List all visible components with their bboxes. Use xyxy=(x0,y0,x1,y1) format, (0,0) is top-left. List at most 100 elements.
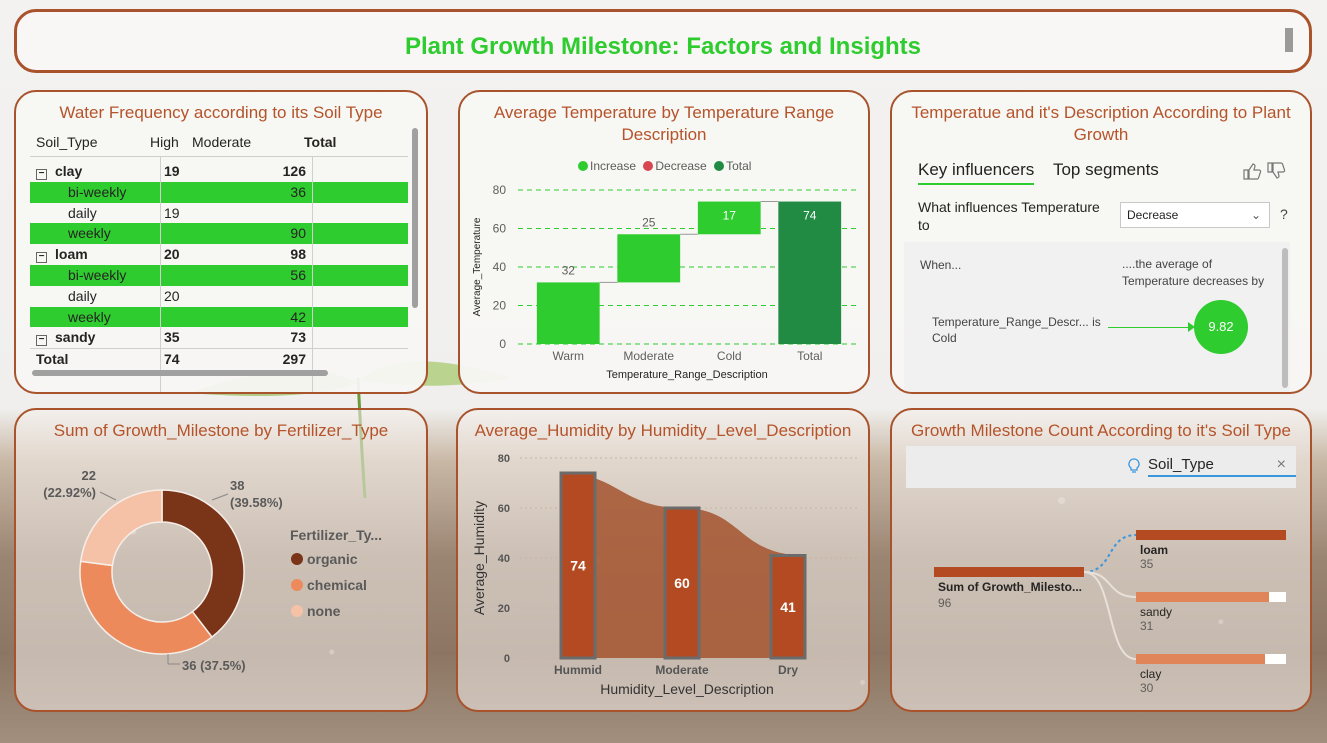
root-bar xyxy=(934,567,1084,577)
help-icon[interactable]: ? xyxy=(1280,206,1288,222)
waterfall-bar xyxy=(536,282,600,344)
row-label-text: daily xyxy=(68,287,97,304)
then-label: ....the average of Temperature decreases… xyxy=(1122,257,1265,288)
panel-title: Temperatue and it's Description Accordin… xyxy=(911,103,1291,144)
dashboard-header: Plant Growth Milestone: Factors and Insi… xyxy=(14,9,1312,73)
y-tick-label: 20 xyxy=(498,603,510,615)
x-tick-label: Cold xyxy=(717,349,742,363)
x-tick-label: Moderate xyxy=(623,349,674,363)
row-label-text: weekly xyxy=(68,308,111,325)
legend-dot xyxy=(291,605,303,617)
influencer-value-bubble[interactable]: 9.82 xyxy=(1194,300,1248,354)
decomposition-links xyxy=(1083,534,1137,660)
waterfall-legend: Increase Decrease Total xyxy=(578,159,755,173)
legend-dot xyxy=(643,161,654,171)
influencer-connector xyxy=(1108,327,1192,328)
legend-dot xyxy=(714,161,725,171)
node-bar xyxy=(1136,592,1269,602)
humidity-chart: 0 20 40 60 80 74 Hummid 60 Moderate 41 Dry Humidity… xyxy=(471,453,858,697)
influencer-factor[interactable]: Temperature_Range_Descr... is Cold xyxy=(932,315,1101,345)
row-label-text: bi-weekly xyxy=(68,183,127,200)
legend-dot xyxy=(291,553,303,565)
root-label: Sum of Growth_Milesto... xyxy=(938,580,1083,594)
field-search-input[interactable]: Soil_Type xyxy=(1148,456,1296,477)
tab-key-influencers[interactable]: Key influencers xyxy=(918,160,1035,185)
cell-total: 90 xyxy=(290,225,306,242)
donut-chart: 38 (39.58%) 22 (22.92%) 36 (37.5%) Fertilizer… xyxy=(43,468,382,673)
matrix-body: − clay 19 126 bi-weekly 36 daily 19 weekly 90− loa… xyxy=(30,161,408,348)
x-tick-label: Moderate xyxy=(655,663,709,677)
data-label: 32 xyxy=(562,263,576,277)
lightbulb-icon xyxy=(1128,458,1140,473)
decomposition-link xyxy=(1083,534,1137,573)
key-influencers-panel: Temperatue and it's Description Accordin… xyxy=(890,90,1312,394)
matrix-group-row[interactable]: − loam 20 98 xyxy=(30,244,408,265)
close-icon[interactable]: × xyxy=(1276,456,1286,473)
when-label: When... xyxy=(920,258,962,272)
cell-total: 36 xyxy=(290,183,306,200)
x-axis-title: Temperature_Range_Description xyxy=(606,369,767,381)
outcome-dropdown[interactable]: Decrease ⌄ xyxy=(1120,202,1270,228)
data-label: 17 xyxy=(723,209,737,223)
column-header-moderate[interactable]: Moderate xyxy=(192,134,252,150)
header-scrollbar[interactable] xyxy=(1285,28,1293,52)
water-frequency-panel: Water Frequency according to its Soil Ty… xyxy=(14,90,428,394)
matrix-child-row[interactable]: weekly 42 xyxy=(30,306,408,328)
legend-dot xyxy=(578,161,588,171)
horizontal-scrollbar[interactable] xyxy=(32,370,328,376)
row-label: daily xyxy=(68,203,97,224)
total-high: 74 xyxy=(164,351,180,368)
legend-item-increase[interactable]: Increase xyxy=(578,159,636,173)
legend-title: Fertilizer_Ty... xyxy=(290,527,382,543)
cell-total: 56 xyxy=(290,266,306,283)
data-label: 60 xyxy=(674,575,690,591)
legend-item-decrease[interactable]: Decrease xyxy=(643,159,707,173)
matrix-child-row[interactable]: daily 20 xyxy=(30,286,408,307)
y-axis-title: Average_Humidity xyxy=(471,501,487,615)
node-value: 35 xyxy=(1140,557,1154,571)
tab-top-segments[interactable]: Top segments xyxy=(1052,160,1159,179)
node-bar xyxy=(1136,530,1286,540)
node-label: loam xyxy=(1140,543,1169,557)
vertical-scrollbar[interactable] xyxy=(1282,248,1288,388)
matrix-child-row[interactable]: bi-weekly 36 xyxy=(30,181,408,203)
humidity-panel: Average_Humidity by Humidity_Level_Descr… xyxy=(456,408,870,712)
legend-label: Total xyxy=(726,159,752,173)
data-label: 41 xyxy=(780,599,796,615)
donut-slice-organic xyxy=(161,489,245,639)
cell-total: 42 xyxy=(290,308,306,325)
vertical-scrollbar[interactable] xyxy=(412,128,418,308)
legend-label-organic: organic xyxy=(307,551,358,567)
matrix-child-row[interactable]: daily 19 xyxy=(30,203,408,224)
matrix-child-row[interactable]: weekly 90 xyxy=(30,223,408,245)
row-label: − sandy xyxy=(36,327,95,348)
total-total: 297 xyxy=(282,351,306,368)
x-tick-label: Dry xyxy=(778,663,798,677)
decomposition-panel: Growth Milestone Count According to it's… xyxy=(890,408,1312,712)
arrow-right-icon xyxy=(1188,322,1195,332)
data-label: 74 xyxy=(803,209,817,223)
panel-title: Water Frequency according to its Soil Ty… xyxy=(59,103,383,122)
waterfall-bar xyxy=(697,201,761,235)
column-header-high[interactable]: High xyxy=(150,134,179,150)
collapse-icon[interactable]: − xyxy=(36,335,47,347)
collapse-icon[interactable]: − xyxy=(36,169,47,180)
influencer-tabs: Key influencers Top segments xyxy=(918,160,1173,185)
humidity-bar xyxy=(663,506,701,660)
column-header-total[interactable]: Total xyxy=(304,134,337,150)
x-axis-title: Humidity_Level_Description xyxy=(600,681,774,697)
column-header-soil-type[interactable]: Soil_Type xyxy=(36,134,98,150)
legend-item-total[interactable]: Total xyxy=(714,159,751,173)
x-tick-label: Hummid xyxy=(554,663,602,677)
row-label-text: clay xyxy=(55,163,83,179)
label-leader xyxy=(99,491,117,501)
field-search-bar: Soil_Type × xyxy=(906,446,1296,488)
matrix-group-row[interactable]: − clay 19 126 xyxy=(30,161,408,182)
matrix-child-row[interactable]: bi-weekly 56 xyxy=(30,264,408,286)
y-tick-label: 60 xyxy=(493,222,507,236)
matrix-group-row[interactable]: − sandy 35 73 xyxy=(30,327,408,348)
row-label: − clay xyxy=(36,161,82,182)
collapse-icon[interactable]: − xyxy=(36,252,47,264)
thumbs-up-down-icon[interactable] xyxy=(1242,162,1286,180)
label-leader xyxy=(211,493,229,501)
